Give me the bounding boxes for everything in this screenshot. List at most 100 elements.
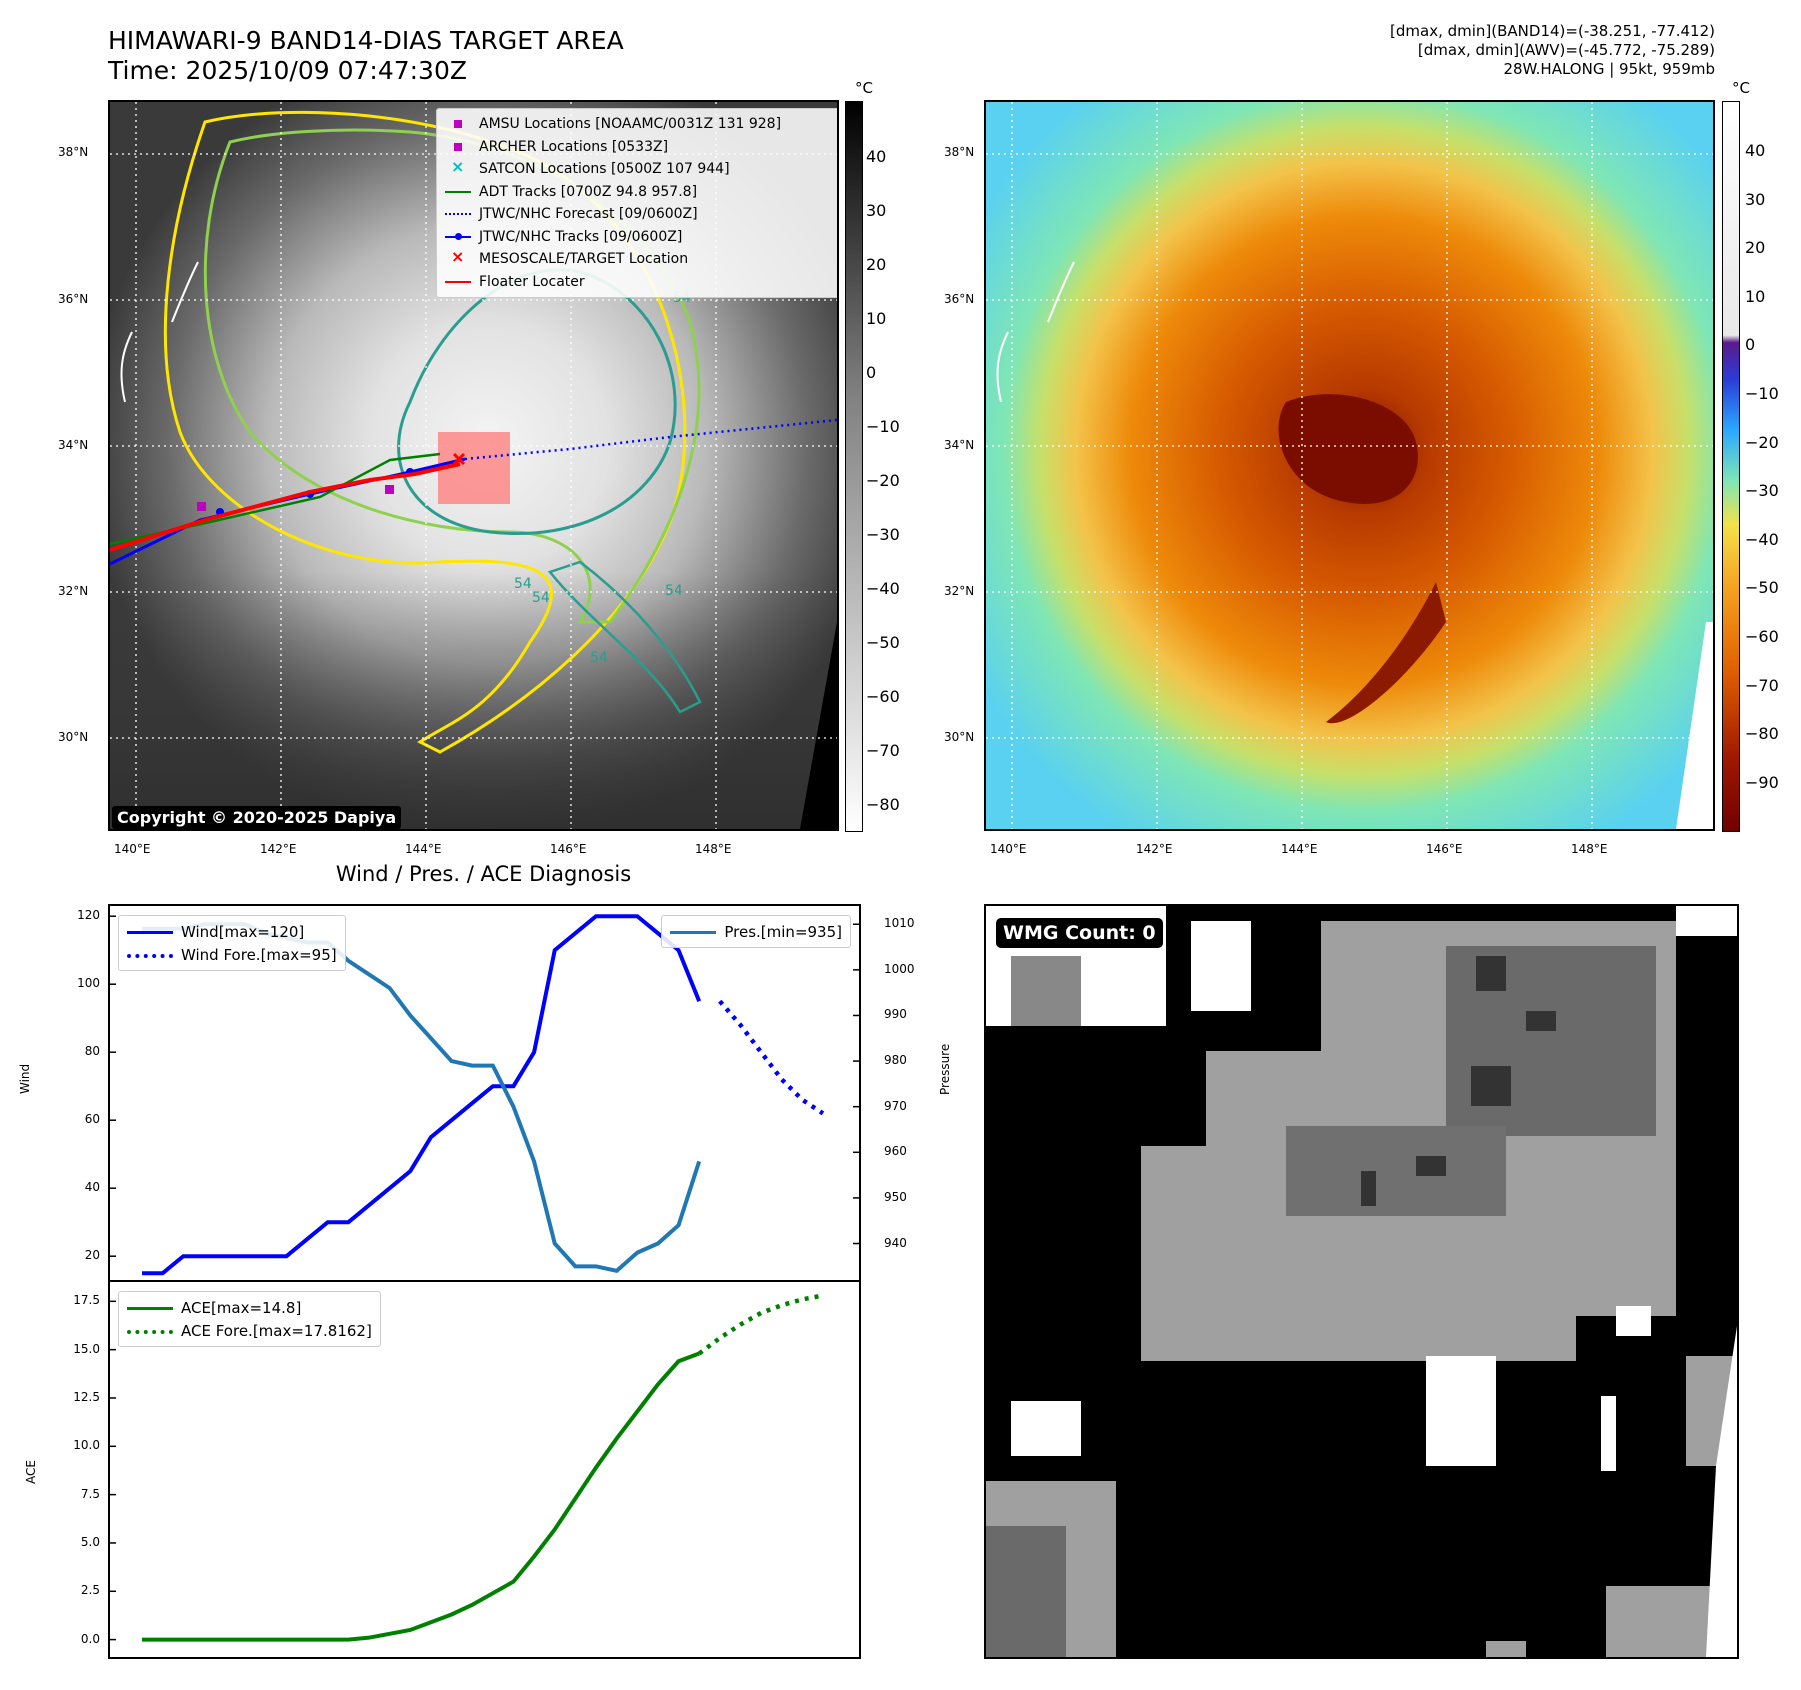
lat-label: 30°N <box>58 730 89 744</box>
colorbar-tick: 20 <box>866 255 887 274</box>
colorbar-tick: 10 <box>1745 286 1766 306</box>
dmax-awv: [dmax, dmin](AWV)=(-45.772, -75.289) <box>1417 41 1715 59</box>
contour-label: 54 <box>514 576 532 592</box>
axis-tick-label: 10.0 <box>73 1438 100 1453</box>
main-title: HIMAWARI-9 BAND14-DIAS TARGET AREA <box>108 26 624 55</box>
colorbar-tick: 30 <box>1745 189 1766 209</box>
colorbar-tick: −40 <box>1745 529 1779 549</box>
contour-label: 54 <box>665 583 683 599</box>
wind-pressure-chart: Wind[max=120] Wind Fore.[max=95] Pres.[m… <box>108 904 861 1282</box>
lon-label: 142°E <box>1136 842 1173 856</box>
pressure-legend: Pres.[min=935] <box>661 915 851 948</box>
colorbar-tick: −50 <box>866 633 900 652</box>
storm-info: 28W.HALONG | 95kt, 959mb <box>1503 60 1715 78</box>
colorbar-tick: −80 <box>866 795 900 814</box>
lon-label: 148°E <box>695 842 732 856</box>
legend-symbol: × <box>451 247 465 267</box>
colorbar-tick: −20 <box>1745 432 1779 452</box>
lon-label: 146°E <box>1426 842 1463 856</box>
wind-line <box>142 914 702 1276</box>
colorbar-tick: −80 <box>1745 724 1779 744</box>
legend-symbol <box>445 275 471 289</box>
axis-tick-label: 17.5 <box>73 1293 100 1308</box>
colorbar-tick: 40 <box>866 147 887 166</box>
legend-label: Pres.[min=935] <box>724 922 842 941</box>
axis-tick-label: 940 <box>884 1235 907 1250</box>
ace-plot <box>110 1293 824 1642</box>
lon-label: 142°E <box>260 842 297 856</box>
axis-tick-label: 5.0 <box>80 1534 100 1549</box>
legend-label: ARCHER Locations [0533Z] <box>479 138 669 155</box>
wind-ylabel: Wind <box>18 1063 32 1094</box>
lon-label: 140°E <box>114 842 151 856</box>
colorbar-tick: −30 <box>866 525 900 544</box>
axis-tick-label: 2.5 <box>80 1583 100 1598</box>
timestamp: Time: 2025/10/09 07:47:30Z <box>108 56 467 85</box>
colorbar-tick: −70 <box>1745 675 1779 695</box>
lat-label: 34°N <box>58 438 89 452</box>
ir-color-map <box>984 100 1715 831</box>
axis-tick-label: 1010 <box>884 916 915 931</box>
axis-tick-label: 0.0 <box>80 1631 100 1646</box>
axis-tick-label: 990 <box>884 1007 907 1022</box>
colorbar-tick: −60 <box>866 687 900 706</box>
wmg-image <box>986 906 1737 1657</box>
colorbar-tick: 40 <box>1745 141 1766 160</box>
legend-symbol <box>445 185 471 199</box>
legend-symbol <box>445 140 471 154</box>
colorbar-unit: °C <box>855 79 873 97</box>
legend-symbol <box>445 117 471 131</box>
axis-tick-label: 950 <box>884 1189 907 1204</box>
legend-symbol: × <box>451 157 465 177</box>
contour-label: 54 <box>532 590 550 606</box>
colorbar-tick: 30 <box>866 201 887 220</box>
axis-tick-label: 100 <box>77 976 100 991</box>
ace-ylabel: ACE <box>24 1460 38 1484</box>
colorbar-tick: −50 <box>1745 578 1779 598</box>
axis-tick-label: 980 <box>884 1053 907 1068</box>
lon-label: 140°E <box>990 842 1027 856</box>
legend-symbol <box>445 207 471 221</box>
wmg-panel: WMG Count: 0 <box>984 904 1739 1659</box>
legend-label: AMSU Locations [NOAAMC/0031Z 131 928] <box>479 116 782 133</box>
axis-tick-label: 960 <box>884 1144 907 1159</box>
ir-color-image <box>986 102 1713 829</box>
legend-row: AMSU Locations [NOAAMC/0031Z 131 928] <box>445 113 831 136</box>
lat-label: 34°N <box>944 438 975 452</box>
wind-forecast-line <box>718 999 825 1116</box>
axis-tick-label: 970 <box>884 1098 907 1113</box>
ace-chart: ACE[max=14.8] ACE Fore.[max=17.8162] <box>108 1280 861 1659</box>
grayscale-colorbar <box>845 101 863 832</box>
axis-tick-label: 15.0 <box>73 1341 100 1356</box>
copyright-label: Copyright © 2020-2025 Dapiya <box>112 806 402 829</box>
legend-label: Wind Fore.[max=95] <box>181 945 337 964</box>
lat-label: 38°N <box>944 145 975 159</box>
dmax-band14: [dmax, dmin](BAND14)=(-38.251, -77.412) <box>1390 22 1715 40</box>
colorbar-tick: −90 <box>1745 772 1779 792</box>
axis-tick-label: 120 <box>77 908 100 923</box>
legend-label: ACE Fore.[max=17.8162] <box>181 1321 372 1340</box>
legend-row: × SATCON Locations [0500Z 107 944] <box>445 157 831 181</box>
legend-symbol <box>445 230 471 244</box>
legend-row: JTWC/NHC Forecast [09/0600Z] <box>445 203 831 226</box>
legend-label: ACE[max=14.8] <box>181 1298 302 1317</box>
legend-label: MESOSCALE/TARGET Location <box>479 251 689 268</box>
lon-label: 146°E <box>550 842 587 856</box>
colorbar-unit: °C <box>1732 79 1750 97</box>
lat-label: 32°N <box>58 584 89 598</box>
colorbar-tick: −20 <box>866 471 900 490</box>
colorbar-tick: −60 <box>1745 627 1779 646</box>
lat-label: 32°N <box>944 584 975 598</box>
colorbar-tick: −10 <box>1745 384 1779 403</box>
colorbar-tick: 0 <box>866 363 877 382</box>
ace-line <box>142 1351 700 1642</box>
axis-tick-label: 20 <box>84 1248 100 1263</box>
axis-tick-label: 7.5 <box>80 1486 100 1501</box>
legend-label: ADT Tracks [0700Z 94.8 957.8] <box>479 183 698 200</box>
lat-label: 36°N <box>58 292 89 306</box>
colorbar-tick: 10 <box>866 309 887 328</box>
legend-label: SATCON Locations [0500Z 107 944] <box>479 161 730 178</box>
colorbar-tick: −10 <box>866 417 900 436</box>
legend-row: × MESOSCALE/TARGET Location <box>445 247 831 271</box>
lon-label: 148°E <box>1571 842 1608 856</box>
